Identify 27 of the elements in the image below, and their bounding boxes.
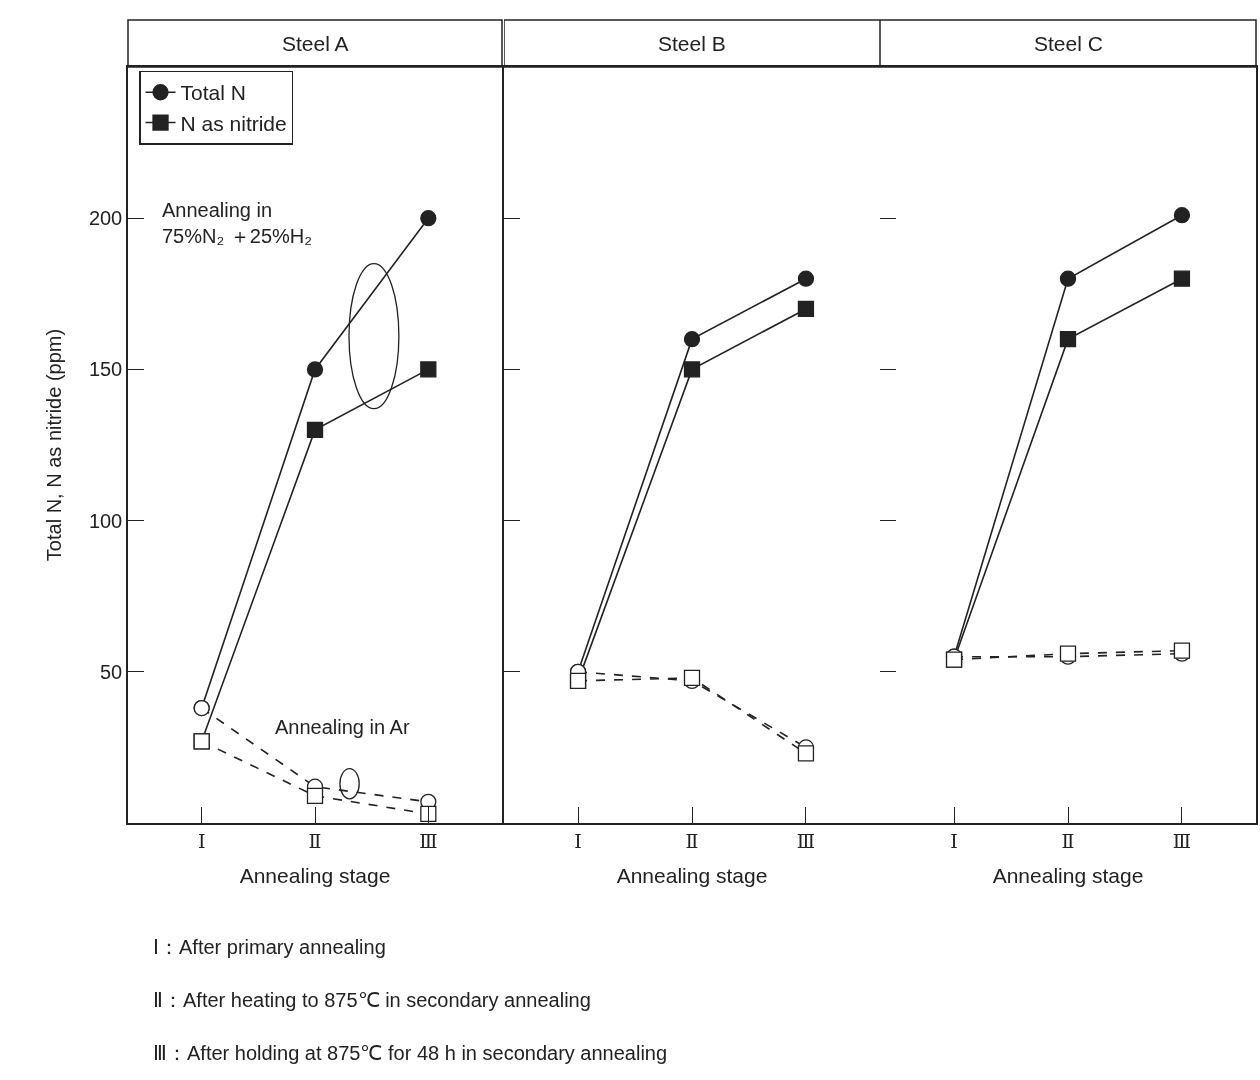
x-tick-label: Ⅰ xyxy=(197,829,206,852)
x-axis-title: Annealing stage xyxy=(616,864,768,888)
x-tick-label: Ⅱ xyxy=(685,829,699,852)
text: Ⅱ：After heating to 875℃ in secondary annealing xyxy=(153,989,591,1011)
y-tick-label: 50 xyxy=(100,660,123,683)
x-tick-label: Ⅱ xyxy=(308,829,322,852)
x-tick-label: Ⅲ xyxy=(1172,829,1192,852)
annotation: Annealing in 75%N₂ ＋25%H₂ xyxy=(162,199,313,247)
y-tick-label: 200 xyxy=(88,207,123,230)
x-tick-label: Ⅰ xyxy=(950,829,958,852)
chart-title: Steel B xyxy=(658,32,726,55)
x-axis-title: Annealing stage xyxy=(239,864,391,888)
text: Ⅲ：After holding at 875℃ for 48 h in secondary annealing xyxy=(153,1042,668,1064)
x-tick-label: Ⅱ xyxy=(1061,829,1075,852)
text: Ⅰ：After primary annealing xyxy=(153,936,386,958)
annotation: Annealing in Ar xyxy=(275,716,410,738)
legend-label: N as nitride xyxy=(180,111,287,135)
y-tick-label: 150 xyxy=(88,358,123,381)
legend-label: Total N xyxy=(180,81,246,105)
x-tick-label: Ⅲ xyxy=(796,829,816,852)
y-tick-label: 100 xyxy=(88,509,123,532)
x-axis-title: Annealing stage xyxy=(992,864,1144,888)
chart-title: Steel A xyxy=(282,32,349,55)
x-tick-label: Ⅲ xyxy=(419,829,438,852)
y-axis-title: Total N, N as nitride (ppm) xyxy=(42,328,65,562)
x-tick-label: Ⅰ xyxy=(574,829,582,852)
chart-title: Steel C xyxy=(1034,32,1103,55)
